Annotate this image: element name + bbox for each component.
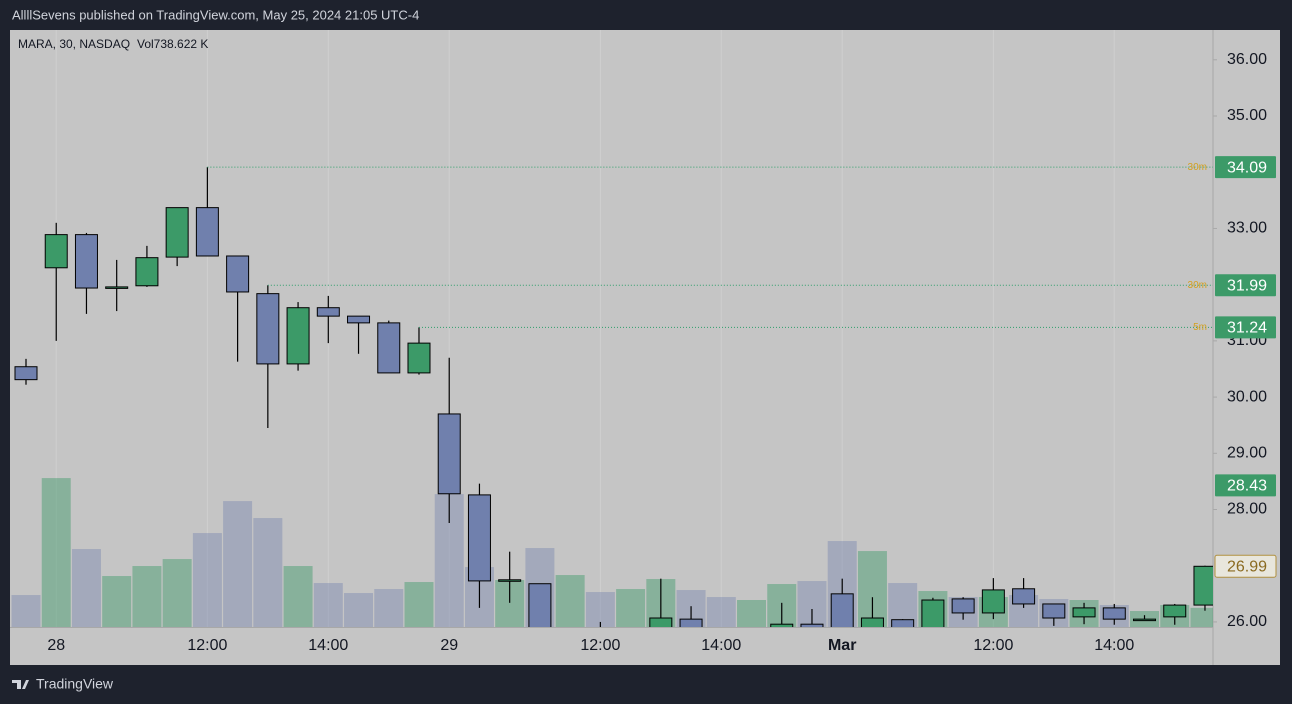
footer-logo [12,680,29,689]
candle-body [1193,565,1213,606]
volume-bar [404,582,434,627]
x-tick-label: 12:00 [580,637,620,654]
volume-bar [192,533,222,627]
volume-bar [1190,607,1213,627]
price-tag [1215,156,1276,179]
candle-body [437,413,461,495]
panel [10,30,1280,665]
x-tick-label: Mar [828,637,856,654]
candle-body [891,619,915,627]
candle-body [74,234,98,289]
candle-body [679,618,703,627]
last-price-label: 26.99 [1227,559,1267,576]
price-tag-label: 31.24 [1227,320,1267,337]
volume-bar [374,589,404,627]
candle-body [1072,607,1096,618]
volume-bar [313,583,343,627]
volume-bar [706,597,736,627]
candle-body [347,315,371,324]
candle-body [467,494,491,582]
y-tick-label: 36.00 [1227,51,1267,68]
volume-bar [71,549,101,627]
symbol-legend: MARA, 30, NASDAQ [18,37,130,51]
price-tag [1215,316,1276,339]
volume-bar [555,575,585,627]
candle-body [407,342,431,374]
y-tick-label: 26.00 [1227,613,1267,630]
candle-body [377,322,401,374]
y-tick-label: 28.00 [1227,501,1267,518]
candle-body [226,255,250,293]
x-tick-label: 28 [47,637,65,654]
volume-bar [616,589,646,627]
y-tick-label: 30.00 [1227,388,1267,405]
last-price-tag [1214,554,1277,578]
volume-bar [41,478,71,627]
candle-body [860,617,884,627]
volume-bar [132,566,162,627]
candle-body [44,234,68,269]
candle-body [256,293,280,365]
x-tick-label: 12:00 [973,637,1013,654]
volume-bar [737,600,767,627]
candle-body [800,623,824,627]
y-tick-label: 33.00 [1227,220,1267,237]
candle-body [286,307,310,365]
volume-bar [253,518,283,627]
candle-body [135,257,159,287]
footer: TradingView [36,676,114,692]
price-tag-label: 31.99 [1227,277,1267,294]
x-tick-label: 14:00 [1094,637,1134,654]
y-tick-label: 29.00 [1227,445,1267,462]
candle-body [528,583,552,627]
volume-legend: Vol738.622 K [137,37,208,51]
candle-body [1163,604,1187,618]
candle-body [316,307,340,317]
price-tag-label: 28.43 [1227,478,1267,495]
price-line-timeframe: 30m [1188,162,1207,173]
price-tag-label: 34.09 [1227,159,1267,176]
candle-body [1102,607,1126,620]
x-tick-label: 12:00 [187,637,227,654]
volume-bar [344,593,374,627]
volume-bar [102,576,132,627]
volume-bar [223,501,253,627]
x-tick-label: 14:00 [701,637,741,654]
candle-body [498,579,522,582]
candle-body [1042,603,1066,619]
price-tag [1215,474,1276,497]
candle-body [105,286,129,289]
price-line-timeframe: 30m [1188,280,1207,291]
candle-body [770,623,794,627]
candle-body [981,589,1005,614]
volume-bar [283,566,313,627]
candle-body [649,617,673,627]
x-tick-label: 14:00 [308,637,348,654]
candle-body [1012,588,1036,605]
candle-body [195,207,219,257]
price-tag [1215,274,1276,297]
candle-body [951,598,975,614]
candle-body [165,207,189,258]
volume-bar [11,595,41,627]
candle-body [1133,618,1157,622]
price-line-timeframe: 5m [1193,322,1207,333]
x-tick-label: 29 [440,637,458,654]
volume-bar [162,559,192,627]
y-tick-label: 35.00 [1227,107,1267,124]
volume-bar [585,592,615,627]
header: AllllSevens published on TradingView.com… [12,7,419,22]
candle-body [921,599,945,627]
candle-body [830,593,854,627]
candle-body [14,366,38,381]
